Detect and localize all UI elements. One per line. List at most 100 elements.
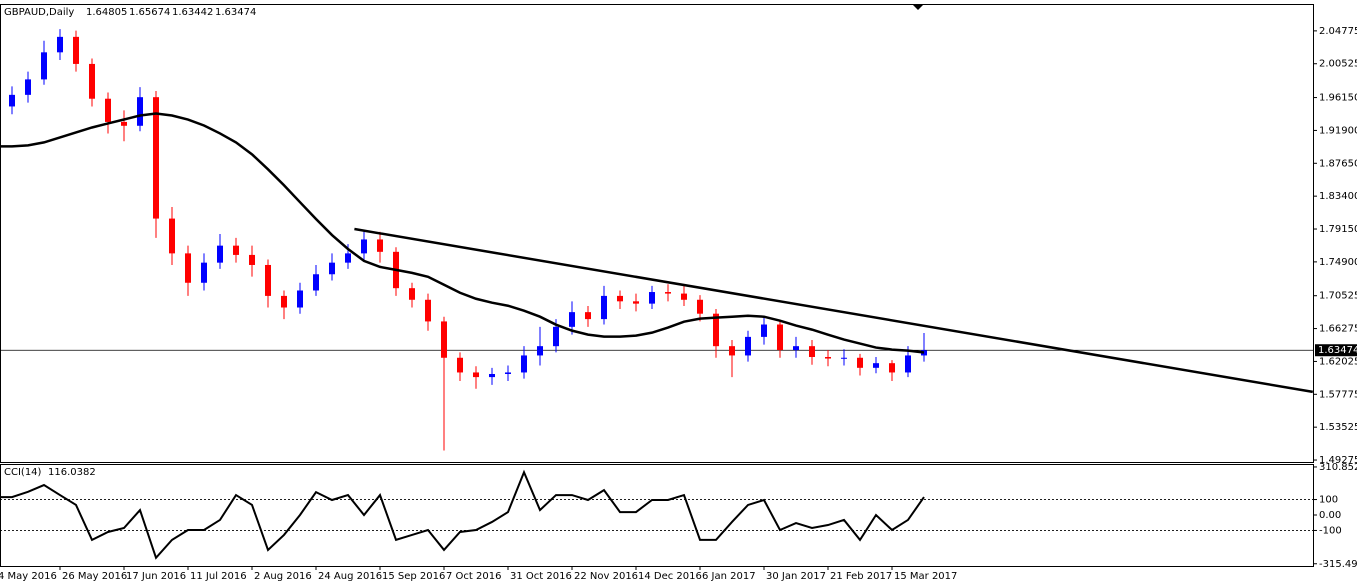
current-price-box bbox=[1315, 344, 1357, 357]
candle-body bbox=[201, 262, 207, 283]
x-tick-label: 26 May 2016 bbox=[62, 571, 127, 582]
candle-body bbox=[121, 121, 127, 126]
candle-body bbox=[361, 239, 367, 254]
indicator-name: CCI(14) bbox=[4, 467, 42, 478]
candle-body bbox=[265, 264, 271, 296]
x-tick-label: 31 Oct 2016 bbox=[510, 571, 572, 582]
current-price-label: 1.63474 bbox=[1318, 345, 1357, 356]
y-tick-label: 1.79150 bbox=[1319, 224, 1357, 235]
x-tick-label: 6 Jan 2017 bbox=[702, 571, 756, 582]
candle-body bbox=[601, 295, 607, 320]
header-price: 1.63474 bbox=[215, 7, 256, 18]
y-tick-label: 2.00525 bbox=[1319, 59, 1357, 70]
candle-body bbox=[217, 245, 223, 263]
candle-body bbox=[185, 253, 191, 283]
x-tick-label: 14 Dec 2016 bbox=[638, 571, 702, 582]
y-tick-label: 1.62025 bbox=[1319, 356, 1357, 367]
candle-body bbox=[313, 274, 319, 291]
candle-body bbox=[617, 295, 623, 302]
candle-body bbox=[249, 254, 255, 265]
candle-body bbox=[697, 299, 703, 314]
candle-body bbox=[505, 372, 511, 375]
candle-body bbox=[457, 357, 463, 373]
candle-body bbox=[57, 36, 63, 53]
x-tick-label: 15 Sep 2016 bbox=[382, 571, 445, 582]
candle-body bbox=[153, 97, 159, 219]
candle-body bbox=[793, 346, 799, 351]
candle-body bbox=[233, 245, 239, 255]
moving-average bbox=[0, 112, 925, 354]
y-tick-label: 1.70525 bbox=[1319, 291, 1357, 302]
symbol-label: GBPAUD,Daily bbox=[4, 7, 74, 18]
candle-body bbox=[745, 336, 751, 356]
y2-tick-label: -100 bbox=[1319, 525, 1342, 536]
candle-body bbox=[729, 346, 735, 356]
candle-body bbox=[569, 312, 575, 327]
candle-body bbox=[553, 326, 559, 347]
candle-body bbox=[905, 355, 911, 373]
x-tick-label: 17 Jun 2016 bbox=[126, 571, 186, 582]
candle-body bbox=[633, 301, 639, 304]
candle-body bbox=[473, 372, 479, 378]
candle-body bbox=[665, 292, 671, 294]
candle-body bbox=[25, 79, 31, 95]
candle-body bbox=[761, 324, 767, 337]
candle-body bbox=[649, 292, 655, 304]
candle-body bbox=[345, 253, 351, 263]
candle-body bbox=[585, 312, 591, 320]
y-tick-label: 1.96150 bbox=[1319, 93, 1357, 104]
main-panel-frame bbox=[0, 4, 1314, 463]
candle-body bbox=[537, 346, 543, 356]
candle-body bbox=[489, 374, 495, 378]
header-price: 1.63442 bbox=[172, 7, 213, 18]
y-tick-label: 1.57775 bbox=[1319, 389, 1357, 400]
candle-body bbox=[681, 293, 687, 300]
x-tick-label: 11 Jul 2016 bbox=[190, 571, 247, 582]
y2-tick-label: 0.00 bbox=[1319, 510, 1341, 521]
candle-body bbox=[41, 52, 47, 80]
candle-body bbox=[409, 288, 415, 300]
candle-body bbox=[137, 97, 143, 126]
candle-body bbox=[777, 324, 783, 351]
x-tick-label: 2 Aug 2016 bbox=[254, 571, 312, 582]
y2-tick-label: 310.8524 bbox=[1319, 462, 1357, 473]
cci-line bbox=[0, 469, 925, 560]
candle-body bbox=[841, 357, 847, 359]
candle-body bbox=[9, 94, 15, 107]
y-tick-label: 1.87650 bbox=[1319, 158, 1357, 169]
candle-body bbox=[825, 356, 831, 359]
x-tick-label: 4 May 2016 bbox=[0, 571, 57, 582]
y2-tick-label: 100 bbox=[1319, 495, 1338, 506]
y-tick-label: 1.83400 bbox=[1319, 191, 1357, 202]
candle-body bbox=[441, 321, 447, 358]
trendline bbox=[354, 227, 1314, 394]
y2-tick-label: -315.4939 bbox=[1319, 559, 1357, 570]
shift-marker bbox=[912, 4, 924, 10]
y-tick-label: 1.53525 bbox=[1319, 422, 1357, 433]
y-tick-label: 1.74900 bbox=[1319, 257, 1357, 268]
candle-body bbox=[377, 239, 383, 252]
header-price: 1.65674 bbox=[129, 7, 170, 18]
candle-body bbox=[921, 350, 927, 356]
header-price: 1.64805 bbox=[86, 7, 127, 18]
x-tick-label: 15 Mar 2017 bbox=[894, 571, 957, 582]
x-tick-label: 21 Feb 2017 bbox=[830, 571, 892, 582]
x-tick-label: 7 Oct 2016 bbox=[446, 571, 501, 582]
candle-body bbox=[809, 346, 815, 357]
candle-body bbox=[89, 63, 95, 99]
x-tick-label: 24 Aug 2016 bbox=[318, 571, 382, 582]
candle-body bbox=[889, 363, 895, 373]
candle-body bbox=[873, 363, 879, 368]
candle-body bbox=[169, 218, 175, 254]
candle-body bbox=[73, 36, 79, 64]
y-tick-label: 2.04775 bbox=[1319, 26, 1357, 37]
candle-body bbox=[713, 313, 719, 347]
candle-body bbox=[329, 262, 335, 275]
candle-body bbox=[425, 299, 431, 322]
candle-body bbox=[281, 295, 287, 308]
y-tick-label: 1.66275 bbox=[1319, 324, 1357, 335]
candle-body bbox=[521, 355, 527, 373]
